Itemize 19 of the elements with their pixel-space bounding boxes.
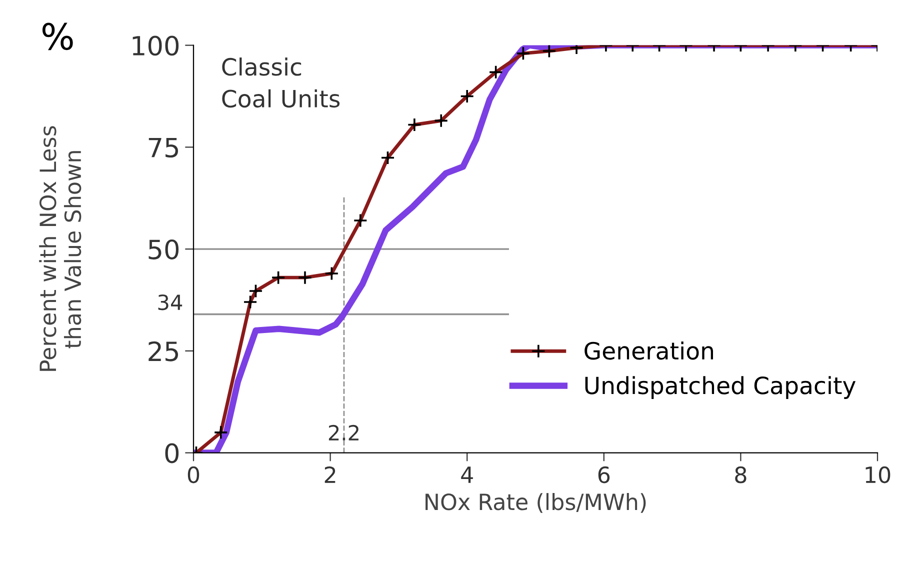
- x-tick-label: 0: [188, 466, 200, 484]
- x-tick-label: 8: [735, 466, 746, 484]
- y-tick-label: 0: [165, 443, 179, 464]
- x-axis-title: NOx Rate (lbs/MWh): [426, 493, 646, 513]
- x-tick-label: 4: [461, 466, 473, 483]
- annotation: Classic Coal Units: [222, 58, 340, 108]
- ref-line-label: 34: [158, 294, 182, 310]
- legend-label: Generation: [584, 341, 713, 360]
- y-tick-label: 50: [148, 239, 179, 260]
- y-tick-label: 100: [132, 36, 179, 56]
- y-tick-label: 75: [148, 138, 178, 158]
- x-tick-label: 2: [324, 466, 336, 483]
- x-tick-label: 10: [866, 466, 890, 484]
- text: %: [42, 22, 73, 50]
- legend-label: Undispatched Capacity: [585, 376, 856, 399]
- y-tick-label: 25: [148, 341, 178, 362]
- x-tick-label: 6: [598, 466, 610, 484]
- y-axis-title: Percent with NOx Less than Value Shown: [39, 126, 82, 371]
- ref-line-label: 2.2: [328, 424, 358, 440]
